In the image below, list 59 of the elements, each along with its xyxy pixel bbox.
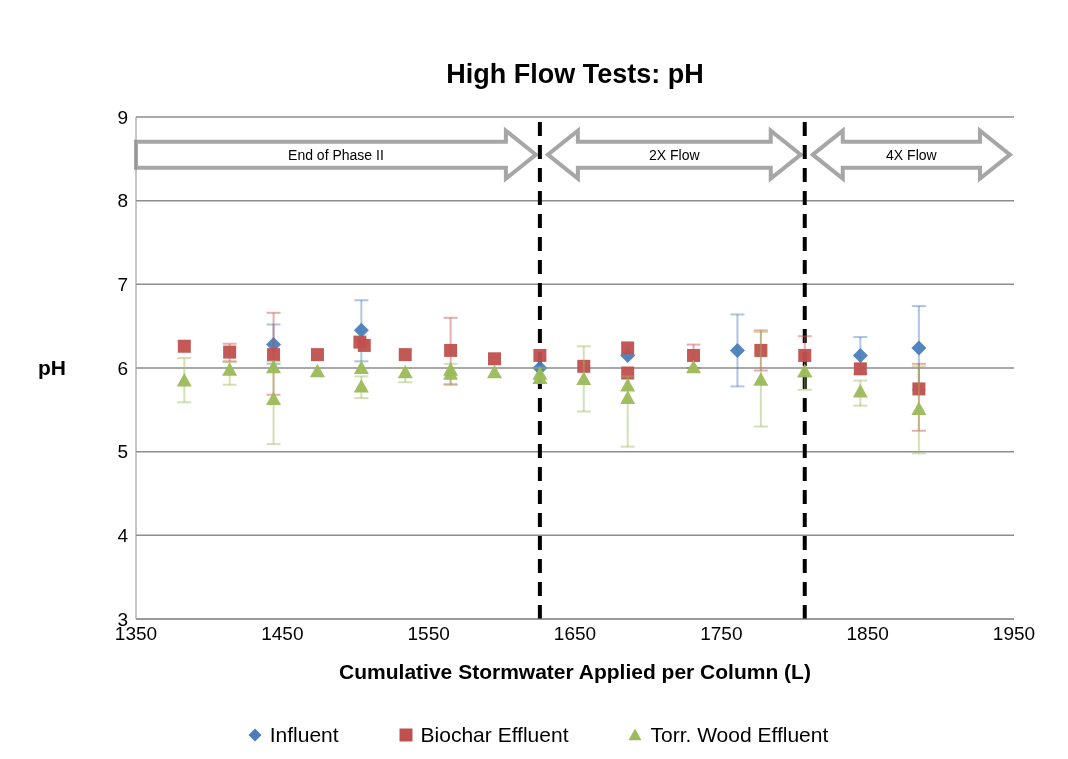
point — [398, 348, 412, 362]
legend-label: Torr. Wood Effluent — [649, 723, 829, 747]
point — [911, 401, 927, 415]
x-tick-label: 1950 — [992, 623, 1036, 645]
y-tick-label: 9 — [117, 106, 128, 128]
y-axis-title: pH — [38, 356, 66, 380]
annotation: 2X Flow — [649, 146, 701, 163]
point — [620, 390, 636, 405]
point — [853, 362, 867, 376]
point — [357, 338, 371, 352]
point — [223, 345, 237, 359]
point — [754, 343, 768, 357]
point — [488, 352, 502, 366]
point — [577, 359, 591, 373]
y-tick-label: 6 — [117, 357, 128, 379]
point — [620, 378, 636, 392]
point — [444, 343, 458, 357]
point — [798, 348, 812, 362]
x-tick-label: 1850 — [846, 623, 889, 645]
legend-label: Influent — [268, 723, 339, 747]
point — [267, 348, 281, 362]
x-tick-label: 1450 — [261, 623, 304, 645]
legend-label: Biochar Effluent — [419, 723, 569, 747]
y-tick-label: 4 — [117, 525, 129, 547]
y-tick-label: 8 — [117, 190, 128, 212]
point — [621, 341, 635, 355]
point — [911, 340, 927, 356]
point — [222, 362, 238, 376]
point — [487, 364, 503, 379]
point — [576, 371, 592, 385]
point — [176, 373, 192, 387]
point — [310, 348, 324, 362]
point — [353, 360, 369, 374]
point — [797, 363, 813, 378]
point — [687, 348, 701, 362]
x-axis-title: Cumulative Stormwater Applied per Column (L) — [339, 660, 811, 683]
point — [266, 391, 282, 405]
chart-title: High Flow Tests: pH — [446, 59, 704, 89]
y-tick-label: 7 — [117, 274, 128, 296]
point — [686, 359, 702, 374]
x-tick-label: 1750 — [700, 623, 743, 645]
point — [266, 359, 282, 374]
point — [177, 339, 191, 353]
point — [309, 363, 325, 378]
y-tick-label: 5 — [117, 441, 128, 463]
point — [353, 322, 369, 338]
point — [912, 382, 926, 396]
annotation: End of Phase II — [288, 146, 384, 163]
point — [852, 347, 868, 363]
point — [533, 348, 547, 362]
point — [353, 378, 369, 393]
point — [753, 372, 769, 386]
point — [621, 366, 635, 380]
x-tick-label: 1550 — [407, 623, 450, 645]
point — [729, 342, 745, 358]
annotation: 4X Flow — [886, 146, 938, 163]
x-tick-label: 1650 — [553, 623, 597, 645]
point — [397, 364, 413, 379]
point — [852, 383, 868, 398]
